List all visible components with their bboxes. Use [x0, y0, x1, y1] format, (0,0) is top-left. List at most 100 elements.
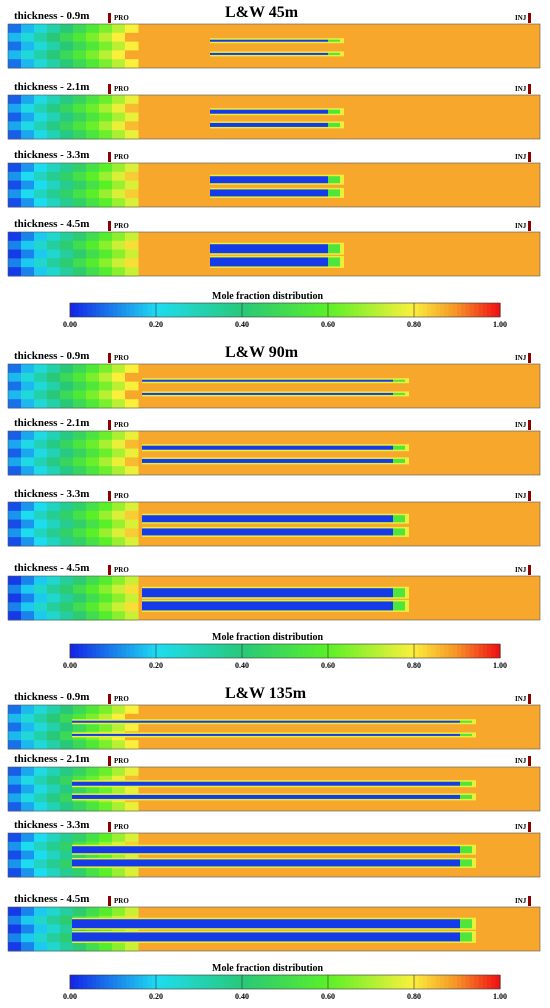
gradient-cell	[112, 833, 126, 843]
gradient-cell	[86, 431, 100, 441]
gradient-cell	[99, 448, 113, 458]
colorbar-cell	[100, 975, 105, 989]
gradient-cell	[112, 180, 126, 190]
colorbar-cell	[267, 644, 273, 658]
gradient-cell	[125, 584, 139, 595]
gradient-cell	[73, 602, 87, 612]
colorbar-cell	[82, 975, 88, 989]
gradient-cell	[8, 915, 22, 926]
gradient-cell	[34, 502, 48, 512]
gradient-cell	[112, 942, 126, 952]
colorbar-cell	[452, 975, 458, 989]
colorbar-cell	[216, 303, 222, 317]
colorbar-cell	[414, 644, 419, 658]
colorbar-cell	[474, 303, 480, 317]
colorbar-cell	[491, 975, 497, 989]
gradient-cell	[47, 180, 61, 190]
gradient-cell	[112, 240, 126, 251]
colorbar-cell	[254, 975, 260, 989]
fracture	[210, 52, 328, 55]
gradient-cell	[99, 198, 113, 208]
colorbar-cell	[91, 303, 97, 317]
colorbar-cell	[259, 644, 265, 658]
colorbar-cell	[160, 975, 166, 989]
gradient-cell	[8, 24, 22, 34]
fracture	[72, 846, 460, 854]
colorbar-cell	[181, 303, 187, 317]
gradient-cell	[60, 775, 74, 786]
gradient-cell	[99, 722, 113, 732]
producer-label: PRO	[114, 354, 129, 362]
gradient-cell	[21, 24, 35, 34]
gradient-cell	[8, 466, 22, 476]
colorbar-cell	[173, 644, 179, 658]
gradient-cell	[21, 112, 35, 122]
gradient-cell	[125, 240, 139, 251]
gradient-cell	[99, 112, 113, 122]
fracture	[142, 601, 393, 611]
gradient-cell	[125, 602, 139, 612]
gradient-cell	[112, 198, 126, 208]
gradient-cell	[34, 130, 48, 140]
gradient-cell	[8, 267, 22, 277]
gradient-cell	[34, 528, 48, 538]
colorbar-cell	[323, 303, 329, 317]
gradient-cell	[86, 502, 100, 512]
colorbar-cell	[457, 644, 462, 658]
fracture-tip	[393, 601, 405, 611]
colorbar-cell	[345, 975, 351, 989]
gradient-cell	[99, 602, 113, 612]
colorbar-cell	[276, 303, 282, 317]
gradient-cell	[21, 519, 35, 529]
gradient-cell	[60, 915, 74, 926]
gradient-cell	[73, 59, 87, 69]
injector-well-marker	[528, 13, 531, 23]
gradient-cell	[112, 112, 126, 122]
gradient-cell	[73, 258, 87, 268]
thickness-label: thickness - 4.5m	[14, 218, 90, 230]
gradient-cell	[8, 907, 22, 917]
gradient-cell	[8, 399, 22, 409]
colorbar-cell	[267, 975, 273, 989]
gradient-cell	[86, 258, 100, 268]
gradient-cell	[34, 439, 48, 450]
gradient-cell	[8, 784, 22, 794]
colorbar-cell	[478, 975, 484, 989]
gradient-cell	[125, 784, 139, 794]
gradient-cell	[47, 381, 61, 391]
colorbar-cell	[469, 644, 475, 658]
gradient-cell	[125, 510, 139, 521]
gradient-cell	[60, 457, 74, 467]
gradient-cell	[86, 32, 100, 43]
colorbar-cell	[487, 303, 492, 317]
gradient-cell	[125, 833, 139, 843]
gradient-cell	[47, 399, 61, 409]
producer-label: PRO	[114, 222, 129, 230]
colorbar-cell	[323, 975, 329, 989]
colorbar-cell	[117, 644, 123, 658]
gradient-cell	[125, 767, 139, 777]
gradient-cell	[125, 740, 139, 750]
gradient-cell	[73, 24, 87, 34]
colorbar-tick-label: 0.20	[149, 661, 163, 670]
colorbar-cell	[388, 644, 394, 658]
colorbar-cell	[237, 303, 243, 317]
gradient-cell	[112, 537, 126, 547]
gradient-cell	[8, 519, 22, 529]
colorbar-cell	[233, 303, 239, 317]
colorbar-cell	[315, 644, 320, 658]
producer-well-marker	[108, 565, 111, 575]
reservoir-panel	[7, 13, 541, 69]
colorbar-cell	[190, 644, 196, 658]
gradient-cell	[21, 537, 35, 547]
gradient-cell	[86, 510, 100, 521]
gradient-cell	[8, 163, 22, 173]
fracture	[72, 781, 460, 786]
producer-well-marker	[108, 420, 111, 430]
gradient-cell	[86, 364, 100, 374]
gradient-cell	[99, 431, 113, 441]
gradient-cell	[8, 584, 22, 595]
gradient-cell	[60, 528, 74, 538]
colorbar-cell	[104, 644, 110, 658]
